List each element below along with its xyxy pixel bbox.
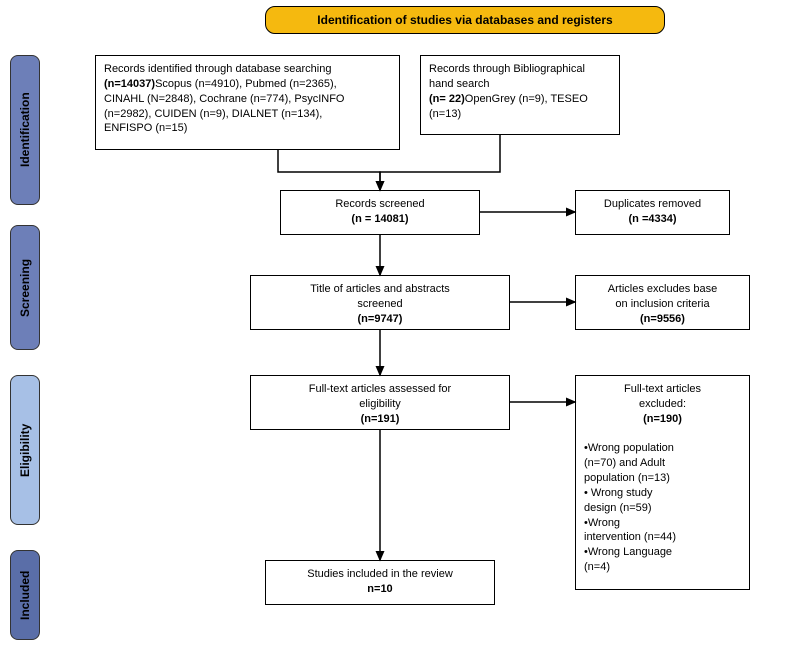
box-studies-included: Studies included in the reviewn=10 [265,560,495,605]
box-title-abstract: Title of articles and abstractsscreened(… [250,275,510,330]
stage-tab-identification: Identification [10,55,40,205]
banner-identification: Identification of studies via databases … [265,6,665,34]
stage-tab-eligibility: Eligibility [10,375,40,525]
box-fulltext-excluded: Full-text articlesexcluded:(n=190) •Wron… [575,375,750,590]
box-fulltext-assessed: Full-text articles assessed foreligibili… [250,375,510,430]
stage-tab-screening: Screening [10,225,40,350]
box-excluded-inclusion: Articles excludes baseon inclusion crite… [575,275,750,330]
banner-text: Identification of studies via databases … [317,13,612,27]
box-hand-search: Records through Bibliographicalhand sear… [420,55,620,135]
box-records-screened: Records screened(n = 14081) [280,190,480,235]
stage-tab-included: Included [10,550,40,640]
box-database-search: Records identified through database sear… [95,55,400,150]
box-duplicates-removed: Duplicates removed(n =4334) [575,190,730,235]
